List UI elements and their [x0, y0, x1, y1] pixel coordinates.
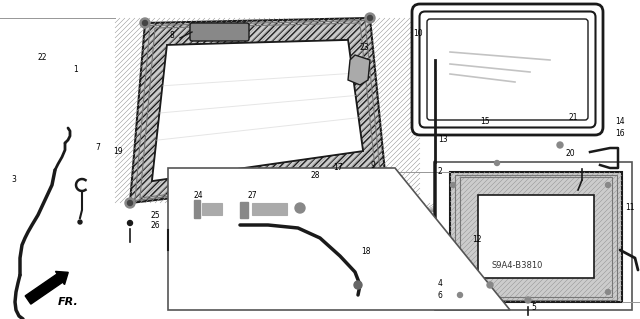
- Text: 1: 1: [74, 65, 78, 75]
- Text: 15: 15: [480, 117, 490, 127]
- Bar: [252, 203, 287, 215]
- Circle shape: [525, 297, 531, 303]
- Circle shape: [367, 16, 372, 20]
- Text: 19: 19: [113, 147, 123, 157]
- Circle shape: [354, 281, 362, 289]
- Circle shape: [458, 293, 463, 298]
- Text: 3: 3: [12, 175, 17, 184]
- Bar: [240, 202, 248, 218]
- Circle shape: [127, 220, 132, 226]
- Circle shape: [383, 170, 387, 175]
- Circle shape: [451, 182, 456, 188]
- Text: 18: 18: [361, 248, 371, 256]
- Text: 9: 9: [371, 160, 376, 169]
- Circle shape: [365, 13, 375, 23]
- Polygon shape: [168, 168, 510, 310]
- Polygon shape: [450, 172, 622, 302]
- Circle shape: [495, 160, 499, 166]
- Text: 26: 26: [150, 220, 160, 229]
- Text: 20: 20: [565, 149, 575, 158]
- Text: 11: 11: [625, 204, 635, 212]
- Text: 12: 12: [472, 235, 482, 244]
- Circle shape: [605, 290, 611, 294]
- Text: 21: 21: [568, 114, 578, 122]
- Text: 10: 10: [413, 28, 423, 38]
- Text: 7: 7: [95, 144, 100, 152]
- Text: 5: 5: [532, 303, 536, 313]
- Text: 22: 22: [37, 53, 47, 62]
- Circle shape: [127, 201, 132, 205]
- Circle shape: [557, 142, 563, 148]
- Text: 16: 16: [615, 130, 625, 138]
- Circle shape: [380, 168, 390, 178]
- Text: FR.: FR.: [58, 297, 79, 307]
- Text: 27: 27: [247, 190, 257, 199]
- Polygon shape: [152, 40, 363, 181]
- Text: 8: 8: [170, 31, 174, 40]
- Circle shape: [143, 20, 147, 26]
- Text: 13: 13: [438, 136, 448, 145]
- Circle shape: [360, 175, 365, 181]
- Text: 28: 28: [310, 170, 320, 180]
- Text: 25: 25: [150, 211, 160, 219]
- Text: 6: 6: [438, 291, 442, 300]
- Polygon shape: [348, 55, 370, 85]
- FancyBboxPatch shape: [412, 4, 603, 135]
- Bar: [202, 203, 222, 215]
- Text: S9A4-B3810: S9A4-B3810: [492, 261, 543, 270]
- Circle shape: [78, 220, 82, 224]
- Text: 23: 23: [359, 43, 369, 53]
- Text: 14: 14: [615, 117, 625, 127]
- FancyArrow shape: [25, 271, 68, 304]
- Polygon shape: [130, 18, 385, 203]
- Polygon shape: [478, 195, 594, 278]
- Circle shape: [487, 282, 493, 288]
- Text: 2: 2: [438, 167, 442, 176]
- Text: 17: 17: [333, 164, 343, 173]
- Polygon shape: [435, 162, 632, 310]
- Circle shape: [140, 18, 150, 28]
- Text: 4: 4: [438, 278, 442, 287]
- Text: 24: 24: [193, 190, 203, 199]
- Circle shape: [431, 254, 439, 262]
- Circle shape: [125, 198, 135, 208]
- Circle shape: [605, 182, 611, 188]
- Circle shape: [295, 203, 305, 213]
- FancyBboxPatch shape: [190, 23, 249, 41]
- Bar: [194, 200, 200, 218]
- Polygon shape: [152, 40, 363, 181]
